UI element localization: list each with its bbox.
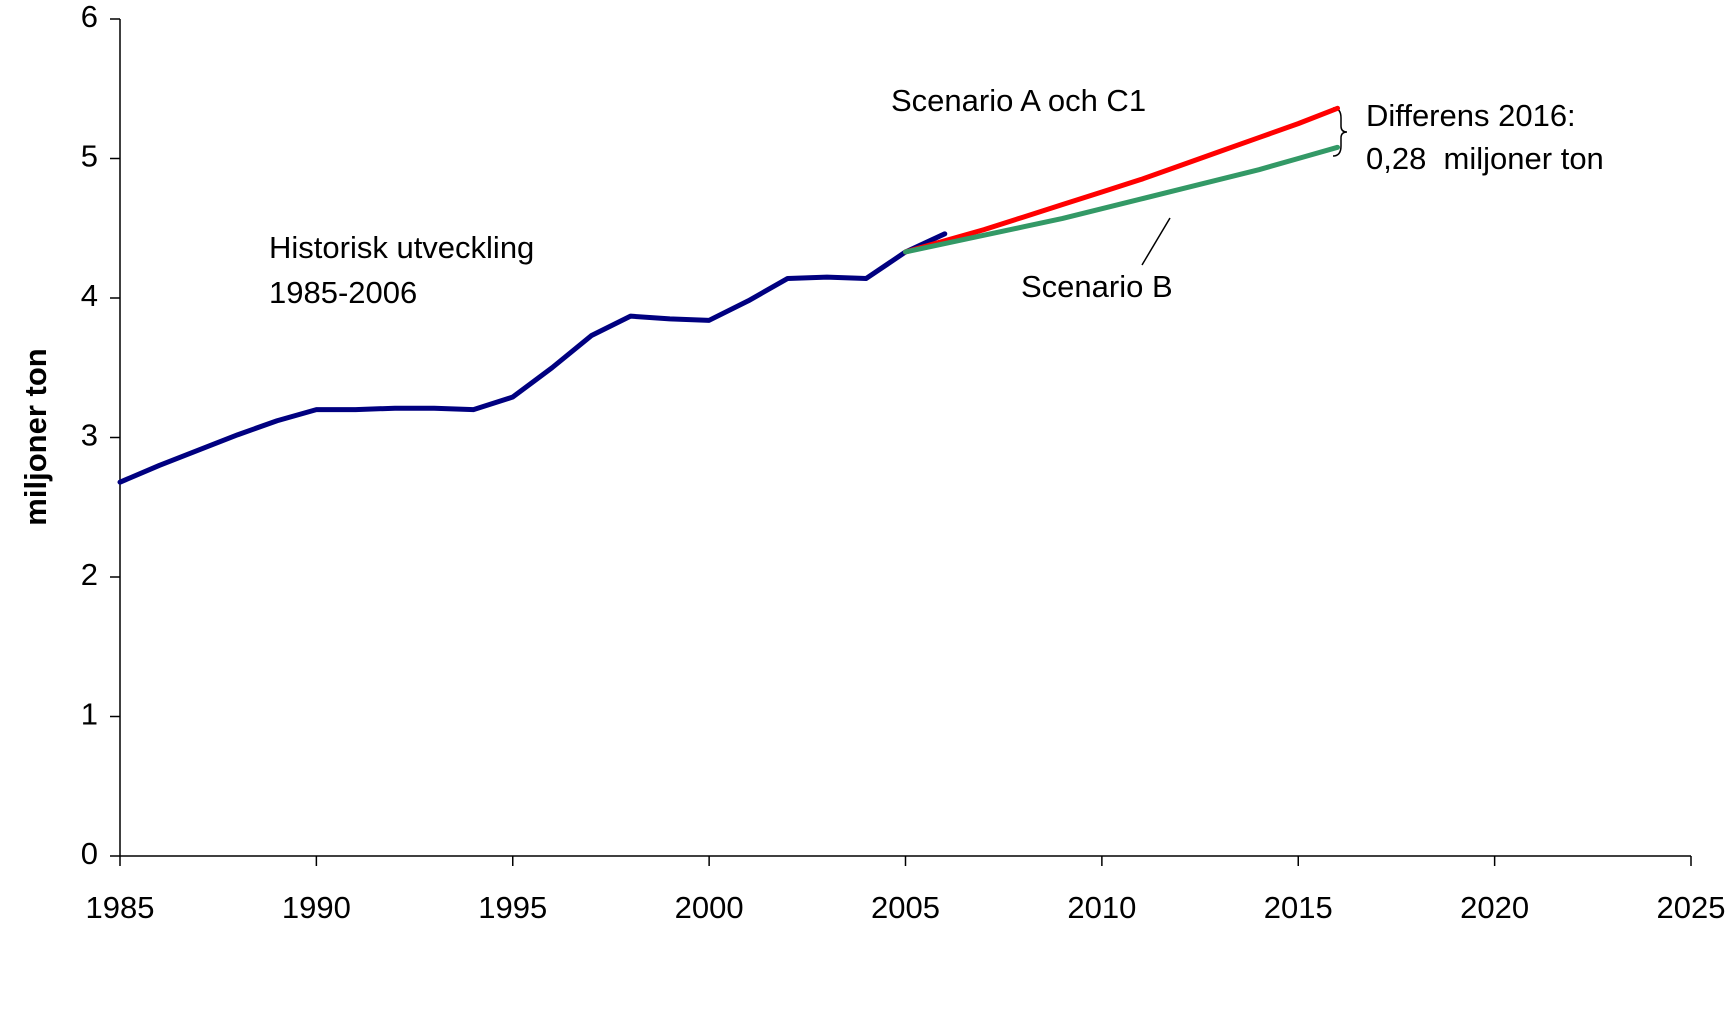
y-tick-label: 1 [81, 697, 98, 732]
x-tick-label: 2025 [1657, 890, 1726, 925]
x-tick-label: 1995 [478, 890, 547, 925]
x-tick-label: 2015 [1264, 890, 1333, 925]
x-tick-label: 2010 [1067, 890, 1136, 925]
y-tick-label: 6 [81, 0, 98, 34]
y-tick-label: 0 [81, 836, 98, 871]
annotation: Scenario A och C1 [891, 83, 1146, 118]
leader-line [1141, 217, 1171, 266]
line-series [903, 105, 1341, 255]
y-tick-label: 2 [81, 557, 98, 592]
line-series [117, 231, 948, 485]
x-tick-label: 2020 [1460, 890, 1529, 925]
brace [1332, 107, 1348, 157]
x-tick-label: 2005 [871, 890, 940, 925]
annotation: Scenario B [1021, 269, 1173, 304]
y-tick-label: 4 [81, 278, 98, 313]
annotation: Historisk utveckling [269, 230, 534, 265]
annotation: 0,28 miljoner ton [1366, 141, 1604, 176]
x-tick-label: 1990 [282, 890, 351, 925]
y-tick-label: 5 [81, 139, 98, 174]
annotation: 1985-2006 [269, 275, 417, 310]
x-tick-label: 2000 [675, 890, 744, 925]
annotation: Differens 2016: [1366, 98, 1576, 133]
line-series [903, 144, 1341, 255]
y-tick-label: 3 [81, 418, 98, 453]
x-tick-label: 1985 [86, 890, 155, 925]
y-axis-label: miljoner ton [18, 348, 53, 525]
